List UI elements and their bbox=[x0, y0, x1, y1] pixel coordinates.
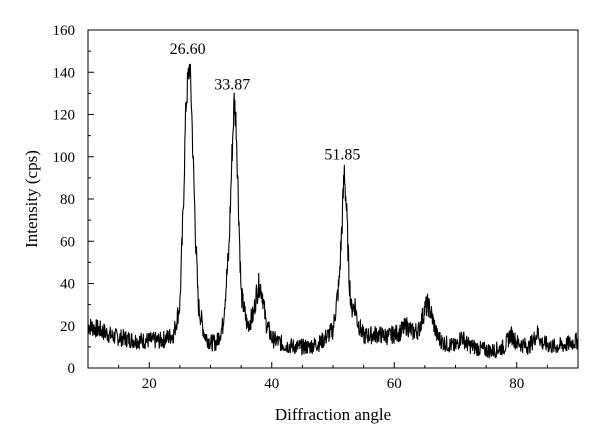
x-tick-label: 20 bbox=[142, 376, 157, 392]
series-layer bbox=[88, 63, 578, 359]
ticks-layer: 20 40 60 80 0 20 40 60 80 100 120 140 160 bbox=[53, 23, 579, 392]
y-axis-label: Intensity (cps) bbox=[22, 150, 41, 248]
y-tick-label: 40 bbox=[60, 277, 75, 293]
y-tick-label: 20 bbox=[60, 319, 75, 335]
y-tick-label: 60 bbox=[60, 234, 75, 250]
annotations-layer: 26.60 33.87 51.85 bbox=[170, 41, 361, 164]
peak-label: 51.85 bbox=[324, 146, 360, 163]
x-tick-label: 80 bbox=[509, 376, 524, 392]
y-tick-label: 140 bbox=[53, 65, 76, 81]
x-tick-label: 40 bbox=[264, 376, 279, 392]
series-line bbox=[88, 63, 578, 359]
peak-label: 26.60 bbox=[170, 41, 206, 58]
y-tick-label: 100 bbox=[53, 150, 76, 166]
y-tick-label: 160 bbox=[53, 23, 76, 39]
y-tick-label: 120 bbox=[53, 108, 76, 124]
y-tick-label: 80 bbox=[60, 192, 75, 208]
peak-label: 33.87 bbox=[214, 77, 250, 94]
x-tick-label: 60 bbox=[387, 376, 402, 392]
y-tick-label: 0 bbox=[68, 361, 76, 377]
plot-frame bbox=[87, 29, 579, 369]
x-axis-label: Diffraction angle bbox=[275, 405, 391, 424]
